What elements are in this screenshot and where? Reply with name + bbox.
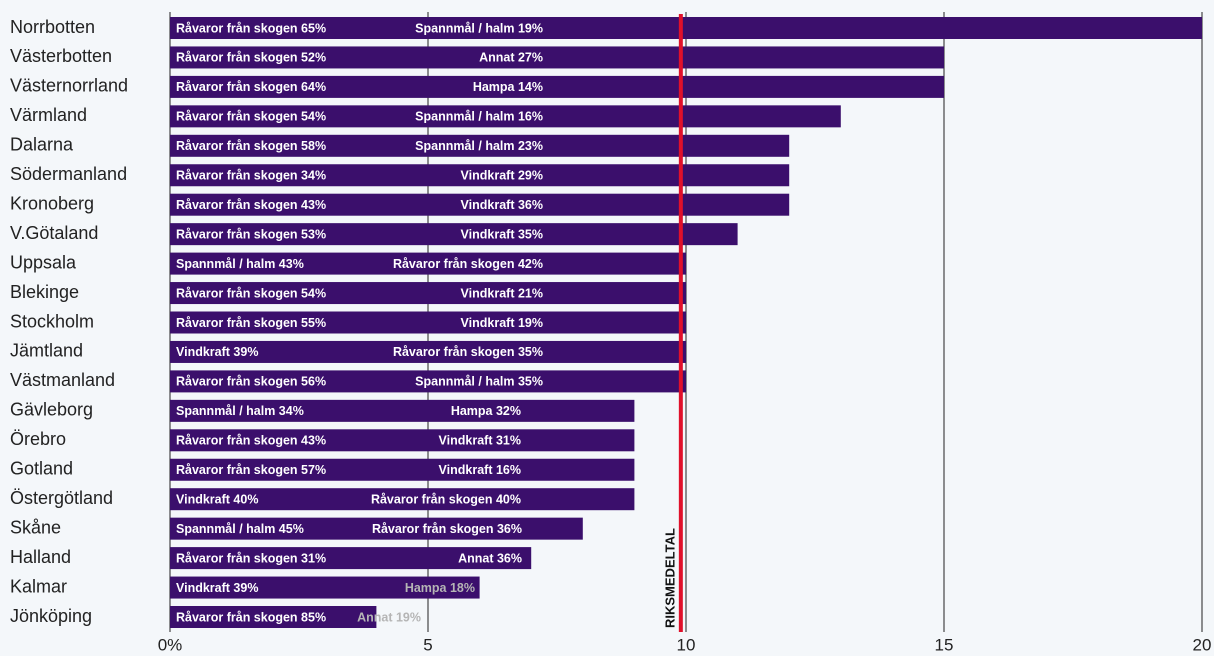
bar-label: Råvaror från skogen 43% — [176, 198, 326, 212]
x-tick-label: 20 — [1193, 635, 1212, 654]
bar-label: Vindkraft 35% — [461, 227, 543, 241]
x-tick-label: 0% — [158, 635, 183, 654]
bar-label: Råvaror från skogen 58% — [176, 139, 326, 153]
bar — [170, 517, 583, 540]
y-tick-label: Halland — [10, 547, 71, 567]
bar-label: Vindkraft 31% — [439, 434, 521, 448]
y-tick-label: Västerbotten — [10, 46, 112, 66]
bar-label: Råvaror från skogen 43% — [176, 434, 326, 448]
bar-label: Spannmål / halm 19% — [415, 21, 543, 35]
bar-label: Vindkraft 29% — [461, 169, 543, 183]
bar-label: Vindkraft 21% — [461, 286, 543, 300]
bar-label: Råvaror från skogen 34% — [176, 169, 326, 183]
bar — [170, 75, 944, 98]
bar-label: Råvaror från skogen 35% — [393, 345, 543, 359]
y-tick-label: Kalmar — [10, 576, 67, 596]
bar — [170, 399, 635, 422]
bar-label: Spannmål / halm 45% — [176, 522, 304, 536]
bar — [170, 340, 686, 363]
bar-label: Råvaror från skogen 54% — [176, 286, 326, 300]
y-tick-label: Jönköping — [10, 606, 92, 626]
bar-label: Råvaror från skogen 54% — [176, 110, 326, 124]
y-tick-label: Västmanland — [10, 370, 115, 390]
bar-label: Råvaror från skogen 57% — [176, 463, 326, 477]
x-tick-label: 15 — [935, 635, 954, 654]
bar-label: Spannmål / halm 16% — [415, 110, 543, 124]
bar-label: Råvaror från skogen 55% — [176, 316, 326, 330]
y-tick-label: Skåne — [10, 517, 61, 537]
y-tick-label: Blekinge — [10, 282, 79, 302]
bar-label: Spannmål / halm 23% — [415, 139, 543, 153]
bar — [170, 164, 790, 187]
bar — [170, 223, 738, 246]
bar-label: Råvaror från skogen 85% — [176, 610, 326, 624]
y-tick-label: Örebro — [10, 429, 66, 449]
y-tick-label: Kronoberg — [10, 193, 94, 213]
bar — [170, 488, 635, 511]
bar-label: Annat 36% — [458, 551, 522, 565]
bar-label: Spannmål / halm 43% — [176, 257, 304, 271]
y-tick-label: Jämtland — [10, 341, 83, 361]
reference-label: RIKSMEDELTAL — [662, 528, 677, 628]
bar — [170, 282, 686, 305]
bar-label: Råvaror från skogen 53% — [176, 227, 326, 241]
bar-label: Råvaror från skogen 64% — [176, 80, 326, 94]
y-tick-label: Norrbotten — [10, 17, 95, 37]
bar-label: Vindkraft 16% — [439, 463, 521, 477]
bar-label: Annat 27% — [479, 51, 543, 65]
bar-label: Råvaror från skogen 65% — [176, 21, 326, 35]
bar — [170, 134, 790, 157]
bar — [170, 547, 532, 570]
bar-label: Annat 19% — [357, 610, 421, 624]
bar — [170, 606, 377, 628]
bar-label: Råvaror från skogen 52% — [176, 51, 326, 65]
bar — [170, 370, 686, 393]
bar-label: Spannmål / halm 35% — [415, 375, 543, 389]
bar-label: Vindkraft 19% — [461, 316, 543, 330]
y-tick-label: Värmland — [10, 105, 87, 125]
bar-label: Råvaror från skogen 56% — [176, 375, 326, 389]
bar-label: Råvaror från skogen 40% — [371, 492, 521, 506]
y-tick-label: V.Götaland — [10, 223, 98, 243]
bar — [170, 46, 944, 69]
bar-label: Hampa 32% — [451, 404, 521, 418]
bar — [170, 252, 686, 275]
bar-label: Råvaror från skogen 31% — [176, 551, 326, 565]
bar — [170, 311, 686, 334]
y-tick-label: Uppsala — [10, 252, 77, 272]
y-tick-label: Gotland — [10, 459, 73, 479]
bar-label: Råvaror från skogen 42% — [393, 257, 543, 271]
bar — [170, 17, 1202, 39]
y-tick-label: Södermanland — [10, 164, 127, 184]
bar — [170, 429, 635, 452]
x-tick-label: 10 — [677, 635, 696, 654]
bar-label: Råvaror från skogen 36% — [372, 522, 522, 536]
bar-label: Vindkraft 36% — [461, 198, 543, 212]
bar — [170, 458, 635, 481]
bar-label: Hampa 14% — [473, 80, 543, 94]
bar — [170, 576, 480, 599]
bar-label: Spannmål / halm 34% — [176, 404, 304, 418]
bar-label: Vindkraft 39% — [176, 581, 258, 595]
y-tick-label: Västernorrland — [10, 76, 128, 96]
bar-label: Vindkraft 39% — [176, 345, 258, 359]
bar — [170, 105, 841, 128]
y-tick-label: Gävleborg — [10, 400, 93, 420]
y-tick-label: Stockholm — [10, 311, 94, 331]
x-tick-label: 5 — [423, 635, 432, 654]
bar-label: Vindkraft 40% — [176, 492, 258, 506]
bar-label: Hampa 18% — [405, 581, 475, 595]
y-tick-label: Dalarna — [10, 135, 74, 155]
bar — [170, 193, 790, 216]
y-tick-label: Östergötland — [10, 488, 113, 508]
